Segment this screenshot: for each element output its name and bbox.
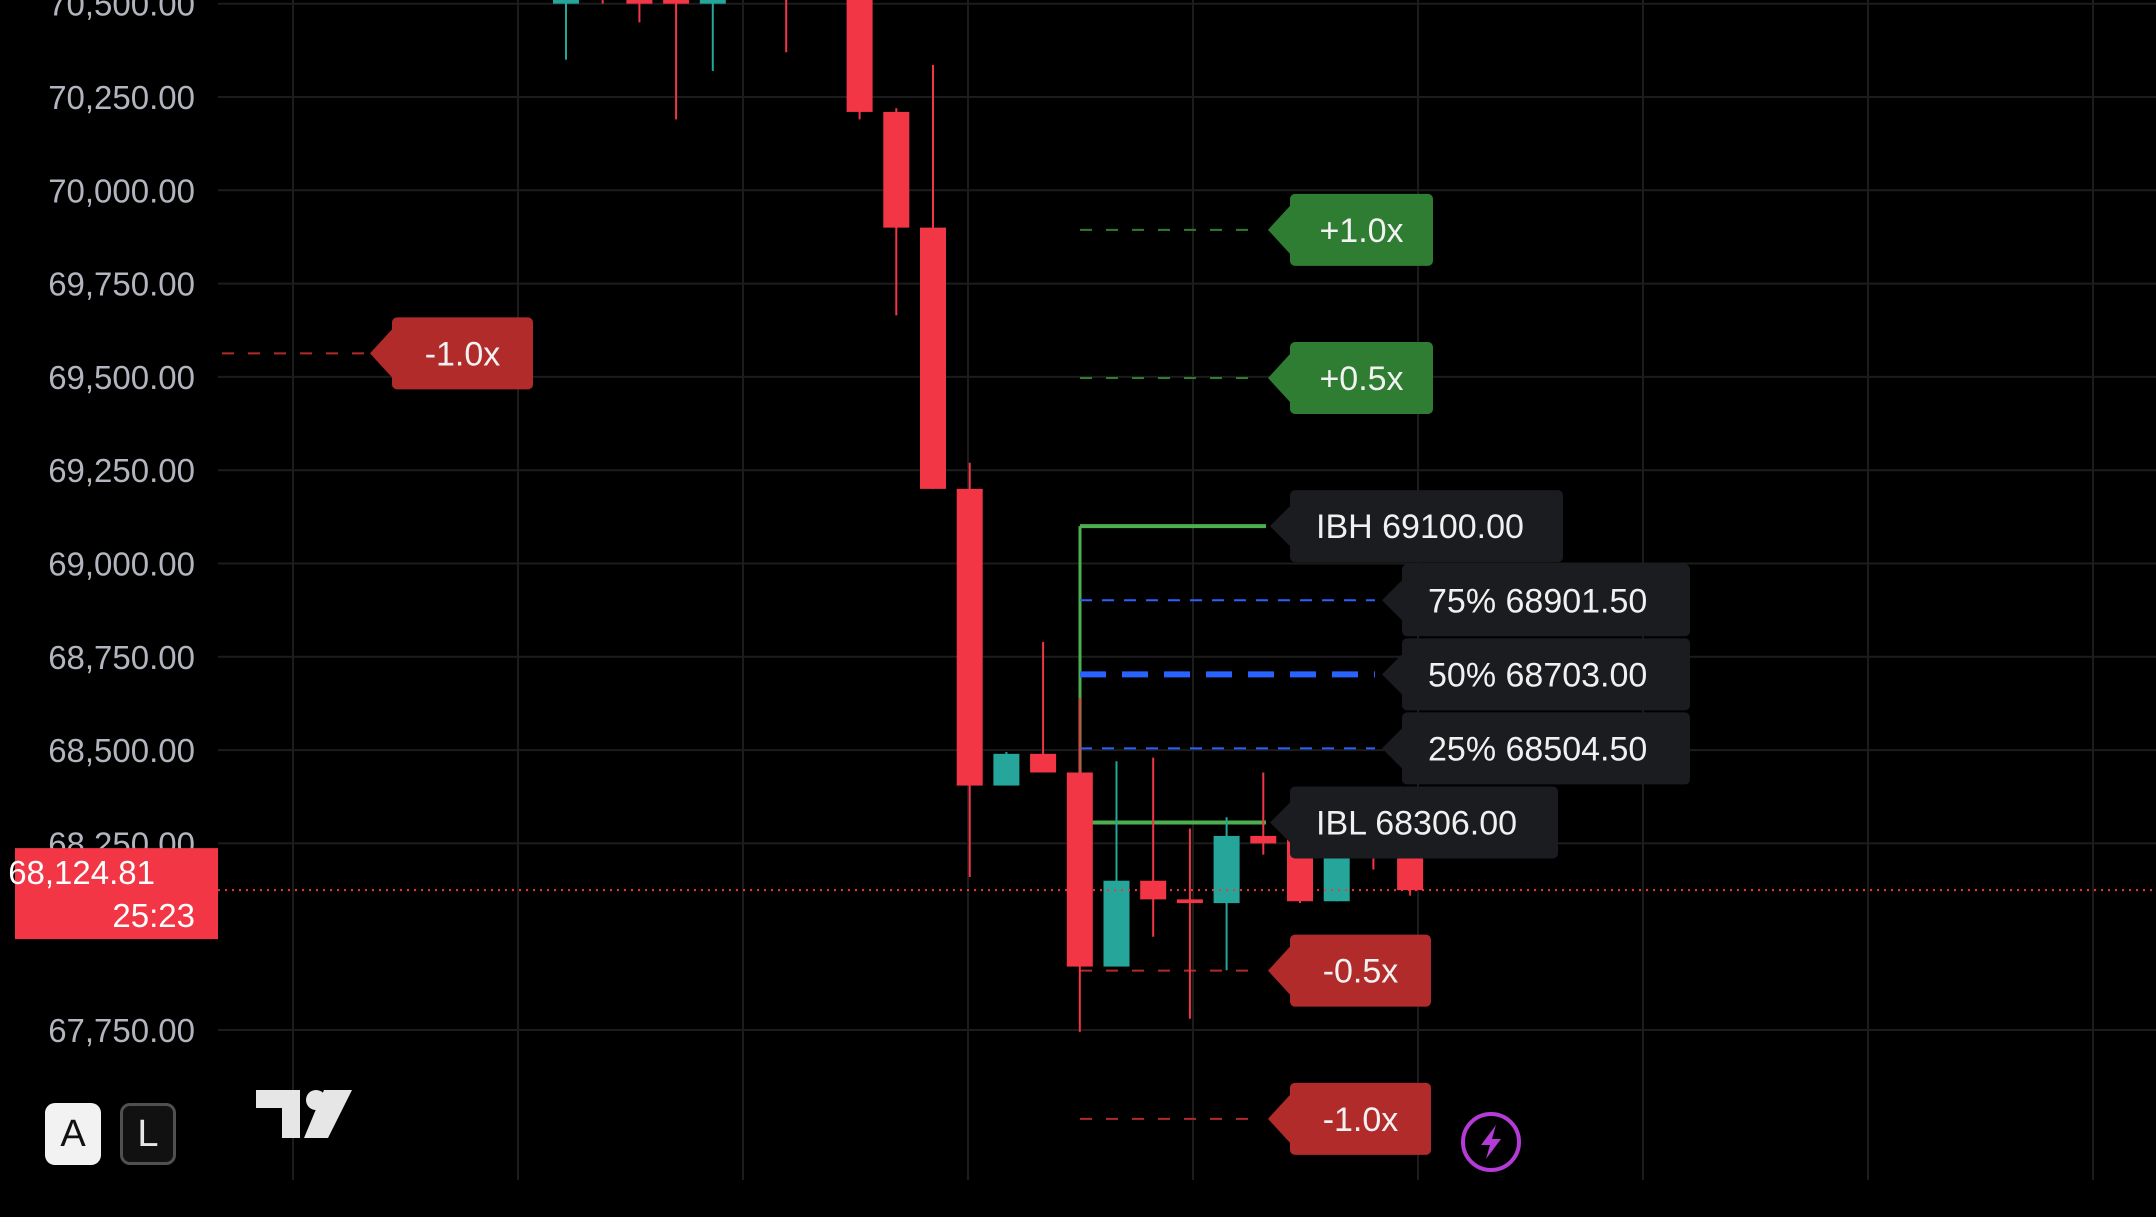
candle-body — [626, 0, 653, 4]
p50-tag-arrow — [1382, 654, 1402, 695]
candle-body — [1066, 772, 1093, 967]
ibl-tag-label: IBL 68306.00 — [1316, 805, 1517, 843]
price-tick-label: 70,500.00 — [48, 0, 195, 23]
price-tick-label: 69,750.00 — [48, 266, 195, 303]
p25-tag-bg — [1402, 712, 1690, 785]
prev-dn-1-bg — [392, 317, 533, 390]
log-scale-button[interactable]: L — [120, 1103, 176, 1165]
candle — [1030, 641, 1057, 773]
candle — [553, 0, 579, 60]
tradingview-logo[interactable] — [256, 1090, 352, 1138]
bar-countdown: 25:23 — [112, 897, 195, 934]
candle — [1140, 757, 1167, 937]
p75-tag-arrow — [1382, 580, 1402, 621]
grid-lines — [218, 0, 2156, 1180]
ext-dn-1-bg — [1290, 1082, 1431, 1155]
ibl-tag-bg — [1290, 786, 1558, 859]
auto-scale-button[interactable]: A — [45, 1103, 101, 1165]
price-tick-label: 70,250.00 — [48, 79, 195, 116]
candle-body — [699, 0, 726, 4]
candle — [883, 108, 910, 316]
candle-body — [663, 0, 690, 4]
ext-dn-05-bg — [1290, 934, 1431, 1007]
candle-body — [1140, 880, 1167, 900]
p50-tag-bg — [1402, 638, 1690, 711]
price-tick-label: 68,750.00 — [48, 639, 195, 676]
price-tick-label: 69,500.00 — [48, 359, 195, 396]
ibh-tag-arrow — [1270, 506, 1290, 547]
candle-body — [1030, 753, 1057, 773]
price-tick-label: 67,750.00 — [48, 1012, 195, 1049]
candle — [920, 64, 946, 489]
ext-dn-05-label: -0.5x — [1323, 953, 1399, 991]
candle — [1176, 828, 1203, 1019]
ext-up-05-bg — [1290, 342, 1433, 415]
candle-body — [956, 488, 983, 786]
ext-dn-05-arrow — [1268, 946, 1290, 995]
current-price-tag — [15, 848, 218, 940]
ext-up-05-label: +0.5x — [1319, 360, 1403, 398]
ext-up-1-bg — [1290, 193, 1433, 266]
p25-tag-label: 25% 68504.50 — [1428, 730, 1647, 768]
price-tick-label: 70,000.00 — [48, 172, 195, 209]
candle — [785, 0, 788, 53]
candle-body — [883, 111, 910, 228]
lightning-icon[interactable] — [1461, 1112, 1521, 1172]
ext-up-05-arrow — [1268, 354, 1290, 403]
candle — [1213, 817, 1240, 971]
candle-body — [1213, 835, 1240, 904]
candle — [1250, 772, 1277, 855]
ibh-tag-label: IBH 69100.00 — [1316, 508, 1524, 546]
current-price-value: 68,124.81 — [8, 854, 155, 891]
candle — [626, 0, 653, 23]
level-lines — [222, 228, 1375, 1120]
prev-dn-1-arrow — [370, 329, 392, 378]
candle-body — [553, 0, 579, 4]
ext-up-1-label: +1.0x — [1319, 212, 1403, 250]
p50-tag-label: 50% 68703.00 — [1428, 656, 1647, 694]
candle — [663, 0, 690, 120]
candle-body — [1176, 899, 1203, 904]
candle-body — [846, 0, 873, 112]
candle — [1066, 697, 1093, 1032]
p75-tag-bg — [1402, 564, 1690, 637]
ext-up-1-arrow — [1268, 205, 1290, 254]
price-axis[interactable]: 70,500.00 70,250.00 70,000.00 69,750.00 69,5… — [48, 0, 195, 1049]
p25-tag-arrow — [1382, 728, 1402, 769]
candle-body — [1103, 880, 1130, 967]
p75-tag-label: 75% 68901.50 — [1428, 582, 1647, 620]
ibl-tag-arrow — [1270, 802, 1290, 843]
candle — [993, 751, 1020, 786]
candle-body — [993, 753, 1020, 786]
candle-body — [1250, 835, 1277, 844]
prev-dn-1-label: -1.0x — [425, 335, 501, 373]
price-tick-label: 69,000.00 — [48, 546, 195, 583]
candle — [699, 0, 726, 71]
ibh-tag-bg — [1290, 490, 1563, 563]
ext-dn-1-arrow — [1268, 1094, 1290, 1143]
candle — [1103, 761, 1130, 967]
candle — [956, 462, 983, 877]
price-tick-label: 69,250.00 — [48, 452, 195, 489]
candle — [846, 0, 873, 120]
candle-body — [920, 227, 946, 489]
ext-dn-1-label: -1.0x — [1323, 1101, 1399, 1139]
price-tick-label: 68,500.00 — [48, 732, 195, 769]
level-tags: IBH 69100.00 75% 68901.50 50% 68703.00 25% … — [370, 193, 1690, 1155]
